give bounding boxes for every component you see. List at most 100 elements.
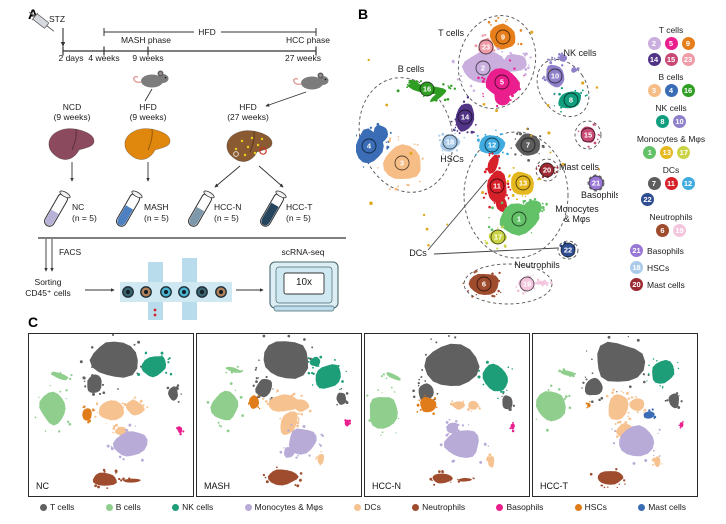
speckle — [312, 366, 314, 369]
speckle — [680, 400, 683, 403]
timeline-tick-label: 9 weeks — [132, 53, 164, 63]
speckle — [624, 421, 628, 425]
speckle — [292, 447, 295, 450]
speckle — [102, 468, 106, 472]
speckle — [142, 404, 145, 407]
speckle — [630, 396, 634, 399]
speckle — [509, 427, 512, 430]
speckle — [262, 334, 266, 338]
speckle — [541, 176, 544, 179]
speckle — [478, 407, 481, 410]
cluster-blob-dcs — [488, 456, 495, 468]
speckle — [348, 419, 352, 422]
speckle — [416, 143, 419, 146]
umap-plot — [34, 334, 185, 490]
speckle — [438, 134, 441, 137]
speckle — [547, 58, 550, 61]
speckle — [340, 387, 343, 390]
cluster-blob-nk — [315, 364, 341, 389]
umap-group-outline — [536, 58, 590, 118]
speckle — [447, 85, 449, 87]
speckle — [543, 78, 547, 82]
legend-cluster-badge: 1 — [643, 146, 657, 159]
speckle — [377, 389, 380, 391]
speckle — [558, 53, 561, 56]
speckle — [585, 402, 588, 405]
speckle — [417, 384, 420, 387]
speckle — [111, 334, 115, 337]
umap-group-outline — [574, 120, 602, 150]
speckle — [551, 56, 554, 59]
speckle — [292, 392, 296, 396]
speckle — [455, 124, 457, 126]
speckle — [547, 388, 550, 391]
speckle — [448, 418, 451, 421]
speckle — [450, 403, 453, 405]
speckle — [652, 457, 656, 460]
speckle — [623, 479, 626, 482]
speckle — [240, 369, 244, 372]
speckle — [627, 397, 631, 400]
legend-label: HSCs — [584, 502, 607, 512]
cluster-blob-dcs — [654, 456, 661, 468]
legend-cluster-badge: 10 — [673, 115, 686, 128]
speckle — [416, 403, 420, 407]
speckle — [287, 429, 290, 432]
cluster-blob-tcells — [585, 377, 603, 396]
speckle — [603, 486, 606, 489]
speckle — [169, 372, 173, 376]
speckle — [564, 395, 568, 398]
speckle — [626, 391, 629, 395]
speckle — [484, 192, 487, 195]
speckle — [92, 392, 95, 396]
stray-dot — [595, 86, 599, 89]
hcc-phase-label: HCC phase — [286, 35, 330, 45]
speckle — [497, 16, 500, 19]
speckle — [49, 384, 51, 387]
speckle — [319, 355, 323, 359]
speckle — [487, 445, 490, 447]
legend-label: Monocytes & Mφs — [254, 502, 323, 512]
speckle — [442, 83, 445, 86]
legend-item-bcells: B cells — [105, 502, 141, 512]
cluster-blob-tcells — [87, 374, 102, 393]
speckle — [478, 405, 480, 408]
legend-item-mast: Mast cells — [638, 502, 686, 512]
speckle — [58, 430, 61, 433]
legend-cluster-badge: 8 — [656, 115, 669, 128]
speckle — [582, 381, 585, 384]
speckle — [488, 154, 491, 157]
cluster-blob-mono — [444, 430, 479, 458]
speckle — [653, 454, 655, 457]
speckle — [586, 406, 589, 409]
speckle — [454, 118, 457, 121]
speckle — [488, 152, 491, 155]
umap-panel-hcct: HCC-T — [532, 333, 698, 497]
cluster-blob-bcells — [225, 366, 242, 373]
speckle — [502, 225, 505, 228]
legend-label: Basophils — [506, 502, 544, 512]
speckle — [68, 422, 72, 426]
speckle — [333, 358, 336, 361]
speckle — [541, 284, 544, 287]
speckle — [598, 134, 601, 136]
speckle — [421, 369, 424, 371]
speckle — [121, 402, 124, 405]
speckle — [412, 389, 415, 393]
speckle — [438, 138, 442, 142]
speckle — [612, 442, 616, 445]
speckle — [134, 425, 137, 427]
speckle — [382, 373, 385, 376]
speckle — [572, 374, 575, 378]
cluster-blob-hsc — [249, 395, 259, 409]
speckle — [490, 174, 493, 177]
cluster-badge-number: 16 — [423, 85, 431, 94]
stray-dot — [409, 151, 413, 155]
speckle — [527, 66, 530, 69]
speckle — [514, 138, 517, 140]
speckle — [445, 420, 449, 424]
speckle — [431, 479, 433, 482]
cluster-blob-nk — [141, 356, 167, 378]
tube-name: HCC-N — [214, 202, 242, 212]
cluster-blob-nk — [482, 363, 508, 392]
